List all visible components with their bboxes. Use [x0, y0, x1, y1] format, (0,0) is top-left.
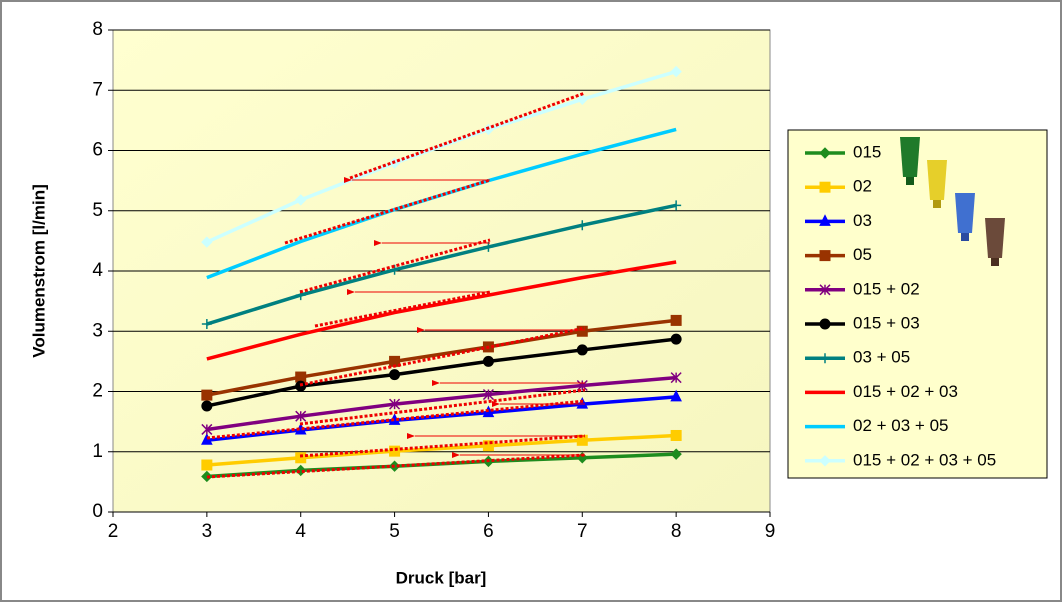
point [296, 453, 306, 463]
point [577, 326, 587, 336]
x-tick-label: 5 [389, 521, 400, 542]
legend-label: 02 + 03 + 05 [853, 416, 948, 435]
legend-label: 015 + 02 + 03 [853, 382, 958, 401]
y-tick-label: 6 [92, 140, 103, 161]
x-tick-label: 3 [202, 521, 213, 542]
y-tick-label: 2 [92, 381, 103, 402]
y-tick-label: 4 [92, 260, 103, 281]
point [577, 345, 587, 355]
y-tick-label: 8 [92, 19, 103, 40]
y-tick-label: 5 [92, 200, 103, 221]
point [202, 460, 212, 470]
y-tick-label: 0 [92, 501, 103, 522]
y-tick-label: 7 [92, 79, 103, 100]
point [390, 446, 400, 456]
legend-label: 03 + 05 [853, 348, 910, 367]
legend-label: 015 + 02 + 03 + 05 [853, 450, 996, 469]
point [671, 430, 681, 440]
legend-label: 015 + 02 [853, 279, 920, 298]
x-tick-label: 9 [765, 521, 776, 542]
chart: 0 1 2 3 4 5 6 7 8 2 3 4 5 6 7 8 9 Druck [bar] Volumenstr… [0, 0, 1063, 603]
x-tick-label: 2 [108, 521, 119, 542]
legend-label: 015 + 03 [853, 313, 920, 332]
x-tick-label: 4 [295, 521, 306, 542]
legend-label: 05 [853, 245, 872, 264]
point [671, 334, 681, 344]
point [820, 251, 830, 261]
y-tick-label: 1 [92, 441, 103, 462]
point [483, 356, 493, 366]
point [390, 370, 400, 380]
x-tick-label: 6 [483, 521, 494, 542]
point [296, 372, 306, 382]
point [202, 390, 212, 400]
x-tick-label: 8 [671, 521, 682, 542]
x-tick-label: 7 [577, 521, 588, 542]
point [202, 401, 212, 411]
x-axis-title: Druck [bar] [396, 568, 487, 587]
point [820, 182, 830, 192]
y-axis-title: Volumenstrom [l/min] [29, 184, 48, 357]
y-tick-label: 3 [92, 320, 103, 341]
legend-label: 03 [853, 211, 872, 230]
point [820, 319, 830, 329]
point [671, 315, 681, 325]
legend-label: 02 [853, 177, 872, 196]
legend-label: 015 [853, 142, 881, 161]
